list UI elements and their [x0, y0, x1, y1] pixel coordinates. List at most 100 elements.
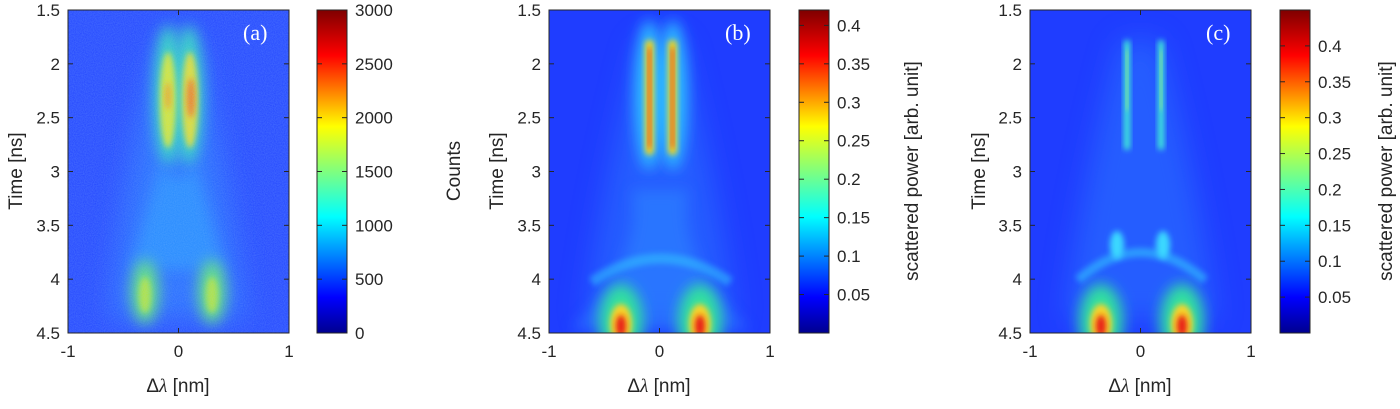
ticks-b: -1 0 1 1.5 2 2.5 3 3.5 4 4.5	[517, 1, 774, 361]
y-tick-label: 4.5	[36, 324, 60, 343]
panel-label-a: (a)	[243, 20, 267, 45]
xlabel-c: Δλ [nm]	[1108, 376, 1171, 397]
colorbar-tick-label: 0.2	[837, 170, 861, 189]
y-tick-label: 4	[532, 270, 541, 289]
y-tick-label: 4	[1013, 270, 1022, 289]
colorbar-b-frame	[798, 9, 830, 334]
ylabel-c: Time [ns]	[969, 132, 990, 209]
xlabel-b: Δλ [nm]	[627, 376, 690, 397]
colorbar-tick-label: 500	[355, 270, 383, 289]
upper-core-left-b	[648, 48, 651, 148]
lower-core-left-b	[616, 315, 626, 333]
colorbar-a-ticks: 0 500 1000 1500 2000 2500 3000	[317, 1, 393, 343]
heatmap-a-features	[68, 10, 289, 333]
y-tick-label: 2	[51, 55, 60, 74]
x-tick-label: -1	[1022, 342, 1037, 361]
colorbar-tick-label: 1500	[355, 163, 393, 182]
y-tick-label: 1.5	[517, 1, 541, 20]
colorbar-b-ticks: 0.05 0.1 0.15 0.2 0.25 0.3 0.35 0.4	[799, 16, 870, 305]
colorbar-tick-label: 0	[355, 324, 364, 343]
colorbar-tick-label: 0.15	[1318, 216, 1351, 235]
colorbar-b-label: scattered power [arb. unit]	[902, 61, 923, 281]
colorbar-tick-label: 0.3	[1318, 109, 1342, 128]
heatmap-a	[68, 10, 289, 333]
colorbar-a-label: Counts	[444, 141, 465, 201]
y-tick-label: 3.5	[517, 216, 541, 235]
colorbar-tick-label: 0.35	[1318, 73, 1351, 92]
lower-core-left-c	[1096, 315, 1106, 333]
noise-a	[68, 10, 289, 333]
x-tick-label: 1	[284, 342, 293, 361]
colorbar-tick-label: 0.05	[837, 286, 870, 305]
y-tick-label: 2.5	[36, 109, 60, 128]
upper-core-right-c	[1160, 50, 1162, 110]
colorbar-tick-label: 0.25	[837, 132, 870, 151]
y-tick-label: 3	[532, 163, 541, 182]
x-tick-label: 1	[1246, 342, 1255, 361]
arch-curve-c	[1075, 248, 1208, 284]
y-tick-label: 3	[51, 163, 60, 182]
colorbar-tick-label: 3000	[355, 1, 393, 20]
panel-label-c: (c)	[1206, 20, 1230, 45]
ylabel-b: Time [ns]	[487, 132, 508, 209]
upper-core-right-b	[671, 48, 674, 148]
panel-b: (b) -1 0 1 1.5 2 2.5 3 3.5 4 4.5 Time [ns] Δλ [nm…	[487, 1, 923, 397]
colorbar-tick-label: 0.1	[1318, 252, 1342, 271]
heatmap-c	[1030, 10, 1251, 333]
colorbar-c-label: scattered power [arb. unit]	[1376, 61, 1397, 281]
heatmap-c-features	[1065, 40, 1216, 333]
diffuse-arch-c	[1065, 40, 1216, 320]
x-tick-label: -1	[60, 342, 75, 361]
lower-core-right-c	[1177, 315, 1187, 333]
y-tick-label: 4.5	[998, 324, 1022, 343]
colorbar-tick-label: 0.05	[1318, 288, 1351, 307]
colorbar-tick-label: 0.2	[1318, 180, 1342, 199]
ylabel-a: Time [ns]	[6, 132, 27, 209]
colorbar-tick-label: 0.15	[837, 209, 870, 228]
colorbar-c-frame	[1279, 9, 1311, 334]
diffuse-arch-b	[585, 40, 735, 320]
x-tick-label: 0	[1136, 342, 1145, 361]
mid-spot-right-c	[1156, 231, 1170, 259]
x-tick-label: 1	[765, 342, 774, 361]
heatmap-b	[549, 10, 770, 333]
xlabel-a: Δλ [nm]	[146, 376, 209, 397]
y-tick-label: 4	[51, 270, 60, 289]
colorbar-tick-label: 0.25	[1318, 145, 1351, 164]
y-tick-label: 4.5	[517, 324, 541, 343]
ticks-a: -1 0 1 1.5 2 2.5 3 3.5 4 4.5	[36, 1, 293, 361]
colorbar-b	[799, 10, 829, 333]
y-tick-label: 2.5	[517, 109, 541, 128]
colorbar-c	[1280, 10, 1310, 333]
colorbar-tick-label: 0.4	[1318, 37, 1342, 56]
x-tick-label: 0	[655, 342, 664, 361]
y-tick-label: 2.5	[998, 109, 1022, 128]
colorbar-tick-label: 0.3	[837, 93, 861, 112]
colorbar-tick-label: 1000	[355, 216, 393, 235]
colorbar-tick-label: 0.35	[837, 55, 870, 74]
panel-a: (a) -1 0 1 1.5 2 2.5 3 3.5 4 4.5 Time [ns] Δλ [nm…	[6, 1, 465, 397]
x-tick-label: 0	[174, 342, 183, 361]
x-tick-label: -1	[541, 342, 556, 361]
panel-c: (c) -1 0 1 1.5 2 2.5 3 3.5 4 4.5 Time [ns] Δλ [nm…	[969, 1, 1397, 397]
colorbar-tick-label: 2000	[355, 109, 393, 128]
y-tick-label: 1.5	[36, 1, 60, 20]
heatmap-b-features	[570, 20, 750, 333]
y-tick-label: 3.5	[36, 216, 60, 235]
colorbar-tick-label: 2500	[355, 55, 393, 74]
y-tick-label: 1.5	[998, 1, 1022, 20]
y-tick-label: 3	[1013, 163, 1022, 182]
ticks-c: -1 0 1 1.5 2 2.5 3 3.5 4 4.5	[998, 1, 1255, 361]
y-tick-label: 2	[1013, 55, 1022, 74]
y-tick-label: 2	[532, 55, 541, 74]
mid-spot-left-c	[1110, 231, 1124, 259]
colorbar-tick-label: 0.4	[837, 16, 861, 35]
arch-curve-b	[589, 253, 733, 287]
colorbar-tick-label: 0.1	[837, 247, 861, 266]
y-tick-label: 3.5	[998, 216, 1022, 235]
panel-label-b: (b)	[725, 20, 751, 45]
colorbar-c-ticks: 0.05 0.1 0.15 0.2 0.25 0.3 0.35 0.4	[1280, 37, 1351, 307]
lower-core-right-b	[695, 315, 705, 333]
upper-core-left-c	[1126, 50, 1128, 110]
